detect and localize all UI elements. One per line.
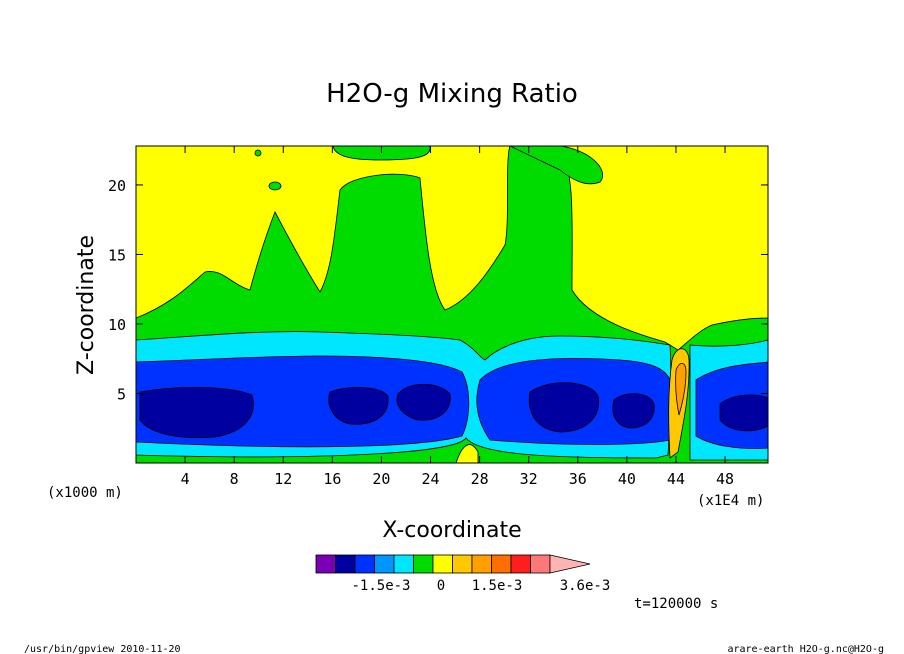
colorbar xyxy=(315,554,591,574)
x-tick-label: 40 xyxy=(618,470,636,488)
colorbar-swatch xyxy=(491,554,512,574)
colorbar-swatch xyxy=(432,554,453,574)
footer-left: /usr/bin/gpview 2010-11-20 xyxy=(24,644,181,654)
colorbar-label: -1.5e-3 xyxy=(351,578,410,594)
y-tick-label: 15 xyxy=(108,246,126,264)
colorbar-swatch xyxy=(471,554,492,574)
x-tick-label: 12 xyxy=(274,470,292,488)
colorbar-swatch xyxy=(354,554,375,574)
x-tick-label: 4 xyxy=(181,470,190,488)
y-tick-label: 20 xyxy=(108,177,126,195)
y-axis-label: Z-coordinate xyxy=(74,235,99,375)
x-tick-label: 20 xyxy=(372,470,390,488)
field-darkblue xyxy=(139,387,254,439)
x-tick-label: 24 xyxy=(421,470,439,488)
x-unit-right: (x1E4 m) xyxy=(697,493,764,509)
colorbar-label: 0 xyxy=(437,578,445,594)
colorbar-label: 3.6e-3 xyxy=(560,578,611,594)
y-tick-label: 10 xyxy=(108,316,126,334)
plot-frame xyxy=(135,145,769,464)
colorbar-swatch xyxy=(452,554,473,574)
y-tick-label: 5 xyxy=(117,385,126,403)
x-tick-label: 36 xyxy=(569,470,587,488)
colorbar-label: 1.5e-3 xyxy=(472,578,523,594)
colorbar-swatch xyxy=(530,554,551,574)
colorbar-labels: -1.5e-3 0 1.5e-3 3.6e-3 xyxy=(351,578,610,594)
x-tick-label: 48 xyxy=(716,470,734,488)
x-axis: 4 8 12 16 20 24 28 32 36 40 44 48 xyxy=(181,146,734,488)
colorbar-swatch xyxy=(413,554,434,574)
x-tick-label: 8 xyxy=(230,470,239,488)
footer-right: arare-earth_H2O-g.nc@H2O-g xyxy=(727,644,884,654)
x-tick-label: 32 xyxy=(520,470,538,488)
colorbar-swatch xyxy=(393,554,414,574)
x-tick-label: 44 xyxy=(667,470,685,488)
time-label: t=120000 s xyxy=(634,596,718,612)
plot-area xyxy=(135,145,769,464)
chart-title: H2O-g Mixing Ratio xyxy=(326,79,578,109)
colorbar-arrow xyxy=(549,554,591,574)
y-axis: 5 10 15 20 xyxy=(108,177,768,403)
colorbar-swatch xyxy=(315,554,336,574)
x-axis-label: X-coordinate xyxy=(382,518,521,543)
colorbar-swatch xyxy=(510,554,531,574)
colorbar-swatch xyxy=(374,554,395,574)
x-tick-label: 28 xyxy=(471,470,489,488)
x-unit-left: (x1000 m) xyxy=(47,485,123,501)
x-tick-label: 16 xyxy=(323,470,341,488)
colorbar-swatch xyxy=(335,554,356,574)
